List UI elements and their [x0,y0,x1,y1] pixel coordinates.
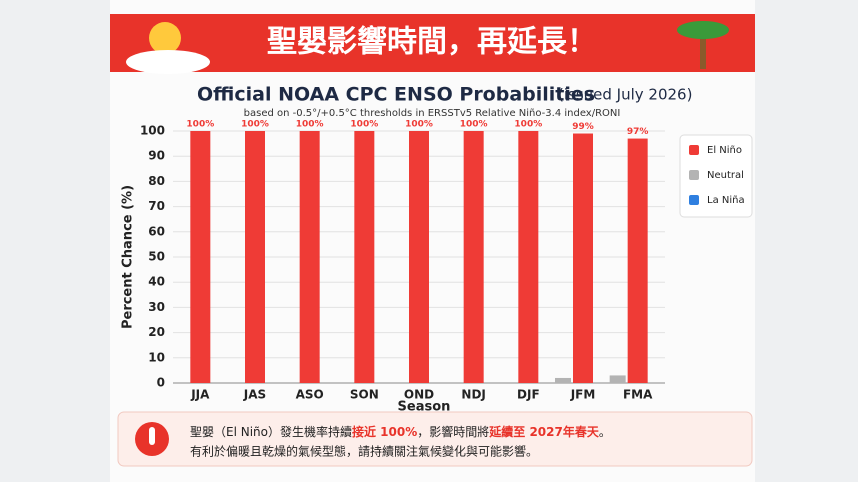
value-label: 100% [241,120,269,130]
banner-title: 聖嬰影響時間，再延長！ [267,25,597,60]
bar [245,131,265,383]
legend-swatch [689,170,699,180]
x-tick-label: SON [350,388,379,402]
sun-icon [149,22,181,54]
footer-line-2: 有利於偏暖且乾燥的氣候型態，請持續關注氣候變化與可能影響。 [190,444,538,459]
y-tick-label: 60 [148,224,165,238]
y-tick-label: 30 [148,300,165,314]
bar [555,377,571,383]
value-label: 100% [405,120,433,130]
value-label: 100% [296,120,324,130]
x-tick-label: NDJ [461,388,485,402]
title-note: (issued July 2026) [558,86,692,104]
x-tick-label: JJA [190,388,210,402]
x-tick-label: ASO [296,388,324,402]
palm-icon [700,35,706,69]
thermometer-tube [149,427,155,445]
y-tick-label: 80 [148,174,165,188]
value-label: 100% [186,120,214,130]
legend-label: La Niña [707,195,745,206]
footer-box [117,411,753,467]
value-label: 99% [572,122,594,132]
bar [609,375,626,383]
y-tick-label: 50 [148,250,165,264]
chart-title: Official NOAA CPC ENSO Probabilities [197,84,595,106]
legend-swatch [689,195,699,205]
bar [299,131,320,383]
value-label: 100% [350,120,378,130]
footer-highlight: 接近 100% [352,424,417,439]
x-tick-label: JAS [243,388,266,402]
y-tick-label: 70 [148,199,165,213]
footer-text: ，影響時間將 [417,424,489,439]
y-tick-label: 10 [148,350,165,364]
chart-subtitle: based on -0.5°/+0.5°C thresholds in ERSS… [244,108,621,119]
y-axis-label: Percent Chance (%) [121,185,136,329]
footer-highlight: 延續至 2027年春天 [488,424,600,439]
legend-swatch [689,145,699,155]
legend-label: Neutral [707,170,744,181]
footer-text: 聖嬰（El Niño）發生機率持續 [190,424,352,439]
bar [354,131,375,383]
x-tick-label: DJF [517,388,540,402]
bar [627,138,648,383]
x-tick-label: JFM [570,388,596,402]
legend-label: El Niño [707,145,742,156]
y-tick-label: 90 [148,149,165,163]
banner [110,14,755,72]
bar [463,131,484,383]
y-tick-label: 40 [148,275,165,289]
cloud-icon [126,50,210,74]
x-tick-label: FMA [623,388,653,402]
bar [518,131,539,383]
bar [409,131,429,383]
value-label: 97% [627,127,649,137]
footer-line-1: 聖嬰（El Niño）發生機率持續接近 100%，影響時間將延續至 2027年春… [190,424,611,439]
footer-text: 。 [599,425,611,439]
y-tick-label: 0 [157,376,165,390]
palm-leaves [677,21,729,39]
x-axis-label: Season [398,400,451,415]
x-tick-label: OND [404,388,434,402]
bar [573,133,593,383]
y-tick-label: 100 [140,124,165,138]
y-tick-label: 20 [148,325,165,339]
value-label: 100% [514,120,542,130]
value-label: 100% [460,120,488,130]
bar [190,131,211,383]
